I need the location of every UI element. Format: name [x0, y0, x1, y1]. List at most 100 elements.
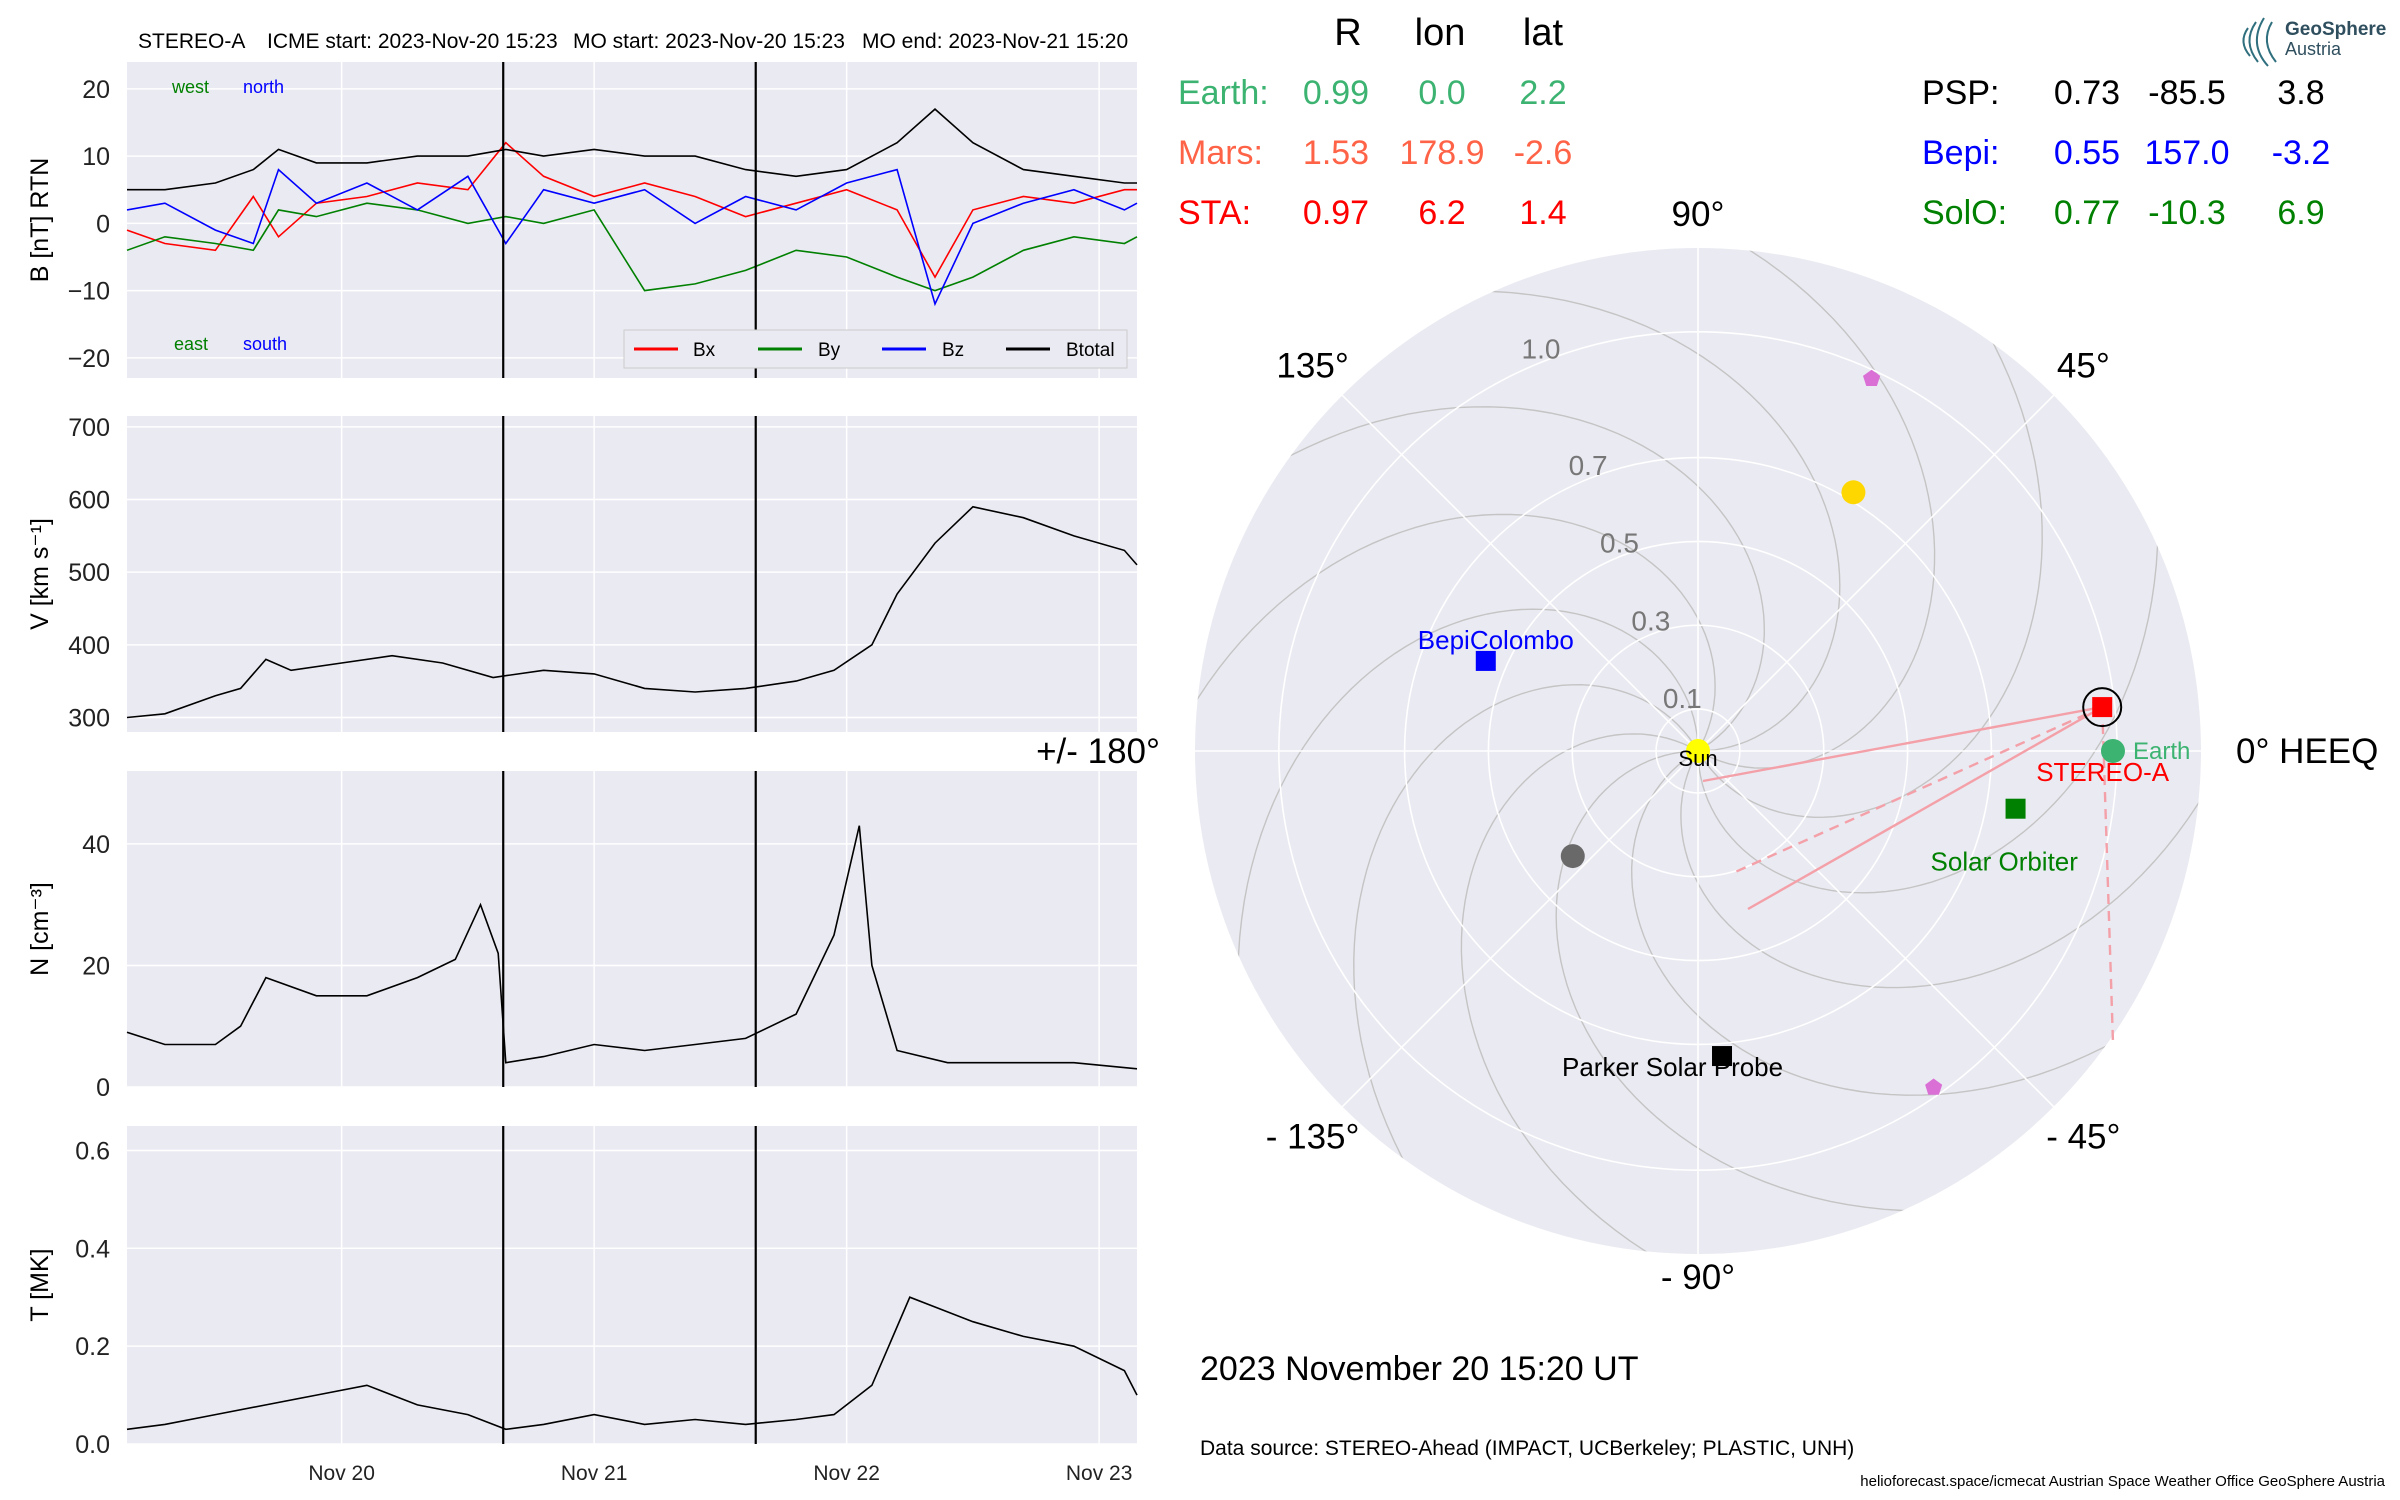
- table-right-name: PSP:: [1922, 74, 1999, 112]
- col-header-r: R: [1334, 12, 1361, 54]
- stereo-a-connection-line: [2101, 707, 2115, 1044]
- data-source: Data source: STEREO-Ahead (IMPACT, UCBer…: [1200, 1437, 1854, 1460]
- table-right-r: 0.73: [2054, 74, 2120, 112]
- angle-tick-label: 90°: [1672, 195, 1725, 234]
- y-tick-label: −20: [68, 345, 110, 373]
- y-tick-label: 20: [82, 76, 110, 104]
- body-marker-solar-orbiter: [2005, 798, 2026, 819]
- stereo-a-connection-line: [1702, 705, 2103, 783]
- x-tick-label: Nov 21: [561, 1462, 628, 1485]
- panel-background: [127, 416, 1137, 732]
- angle-tick-label: - 135°: [1266, 1117, 1360, 1156]
- body-marker-stereo-a: [2092, 697, 2113, 718]
- y-tick-label: 0: [96, 210, 110, 238]
- y-tick-label: −10: [68, 278, 110, 306]
- table-right-name: Bepi:: [1922, 134, 2000, 172]
- y-tick-label: 40: [82, 831, 110, 859]
- table-left-lon: 6.2: [1418, 194, 1465, 232]
- spiral-line: [1195, 406, 1766, 752]
- table-left-r: 0.97: [1303, 194, 1369, 232]
- footer-credits: helioforecast.space/icmecat Austrian Spa…: [1860, 1473, 2385, 1490]
- geosphere-logo: GeoSphere Austria: [2242, 17, 2386, 67]
- spiral-line: [1357, 290, 1841, 752]
- col-header-lat: lat: [1523, 12, 1564, 54]
- series-line-panel3: [126, 1296, 1138, 1431]
- date-label: 2023 November 20 15:20 UT: [1200, 1350, 1638, 1388]
- positions-table: R lon lat Earth: 0.99 0.0 2.2 Mars: 1.53 178.9…: [1178, 12, 2330, 232]
- polar-position-plot: 0.1 0.3 0.5 0.7 1.0 90° 45° 0° HEEQ - 45° - 90° - …: [1036, 195, 2378, 1297]
- radial-tick-label: 0.7: [1569, 450, 1608, 481]
- y-tick-label: 0.0: [75, 1431, 110, 1459]
- y-axis-label: T [MK]: [26, 1248, 54, 1321]
- table-left-lat: 2.2: [1519, 74, 1566, 112]
- angle-tick-label: 45°: [2057, 347, 2110, 386]
- legend-label-bx: Bx: [693, 340, 716, 361]
- table-right-lon: -85.5: [2148, 74, 2226, 112]
- body-marker-unlabeled-ffd700: [1841, 480, 1866, 505]
- series-line-bx: [126, 141, 1137, 279]
- annotation-south: south: [243, 334, 287, 354]
- table-left-lat: 1.4: [1519, 194, 1566, 232]
- temperature-panel: 0.6 0.4 0.2 0.0 T [MK] Nov 20 Nov 21 Nov 22 Nov …: [26, 1126, 1138, 1485]
- body-marker-parker-solar-probe: [1712, 1046, 1733, 1067]
- table-left-r: 1.53: [1303, 134, 1369, 172]
- y-tick-label: 20: [82, 952, 110, 980]
- legend-label-btotal: Btotal: [1066, 340, 1115, 361]
- body-marker-earth: [2100, 739, 2125, 763]
- series-line-by: [126, 202, 1138, 292]
- radial-tick-label: 0.5: [1600, 528, 1639, 559]
- x-tick-label: Nov 22: [813, 1462, 880, 1485]
- spiral-line: [1630, 750, 2201, 1096]
- table-right-lon: -10.3: [2148, 194, 2226, 232]
- body-marker-unlabeled-da70d6: [1925, 1078, 1943, 1095]
- angle-tick-label: - 90°: [1661, 1258, 1735, 1297]
- radial-tick-label: 1.0: [1522, 333, 1561, 364]
- y-tick-label: 0.4: [75, 1235, 110, 1263]
- table-left-lon: 178.9: [1399, 134, 1484, 172]
- table-left-name: Mars:: [1178, 134, 1263, 172]
- y-tick-label: 500: [68, 559, 110, 587]
- y-tick-label: 700: [68, 414, 110, 442]
- body-marker-bepicolombo: [1475, 650, 1496, 671]
- y-axis-label: N [cm⁻³]: [26, 882, 54, 976]
- spiral-line: [1237, 608, 1699, 1092]
- stereo-a-highlight-ring: [2082, 687, 2123, 728]
- angle-tick-label: 135°: [1276, 347, 1348, 386]
- body-marker-unlabeled-696969: [1560, 844, 1585, 869]
- magnetic-field-panel: 20 10 0 −10 −20 B [nT] RTN: [26, 62, 1138, 378]
- table-right-lat: 3.8: [2277, 74, 2324, 112]
- b-legend: Bx By Bz Btotal: [623, 329, 1128, 369]
- density-panel: 40 20 0 N [cm⁻³]: [26, 771, 1138, 1102]
- header-mo-end: MO end: 2023-Nov-21 15:20: [862, 30, 1128, 53]
- table-right-r: 0.77: [2054, 194, 2120, 232]
- table-right-lon: 157.0: [2144, 134, 2229, 172]
- y-tick-label: 0.2: [75, 1333, 110, 1361]
- table-left-name: Earth:: [1178, 74, 1269, 112]
- y-tick-label: 300: [68, 704, 110, 732]
- table-right-r: 0.55: [2054, 134, 2120, 172]
- y-tick-label: 0: [96, 1074, 110, 1102]
- annotation-east: east: [174, 334, 208, 354]
- body-label-solar-orbiter: Solar Orbiter: [1931, 847, 2079, 877]
- series-line-panel2: [126, 825, 1138, 1070]
- legend-label-bz: Bz: [942, 340, 964, 361]
- spiral-line: [1680, 679, 2201, 989]
- x-tick-label: Nov 23: [1066, 1462, 1133, 1485]
- logo-line2: Austria: [2285, 39, 2342, 59]
- angle-tick-label: 0° HEEQ: [2236, 732, 2378, 771]
- radial-tick-label: 0.3: [1631, 605, 1670, 636]
- spiral-line: [1195, 513, 1716, 823]
- table-left-lon: 0.0: [1418, 74, 1465, 112]
- header-spacecraft: STEREO-A: [138, 30, 245, 53]
- annotation-north: north: [243, 77, 284, 97]
- body-label-stereo-a: STEREO-A: [2036, 757, 2170, 787]
- table-left-lat: -2.6: [1514, 134, 1573, 172]
- logo-line1: GeoSphere: [2285, 19, 2386, 40]
- body-marker-unlabeled-da70d6: [1863, 369, 1881, 386]
- panel-background: [127, 771, 1137, 1087]
- spiral-line: [1697, 410, 2159, 894]
- geosphere-swirl-icon: [2242, 17, 2277, 67]
- y-axis-label: B [nT] RTN: [26, 158, 54, 283]
- table-left-r: 0.99: [1303, 74, 1369, 112]
